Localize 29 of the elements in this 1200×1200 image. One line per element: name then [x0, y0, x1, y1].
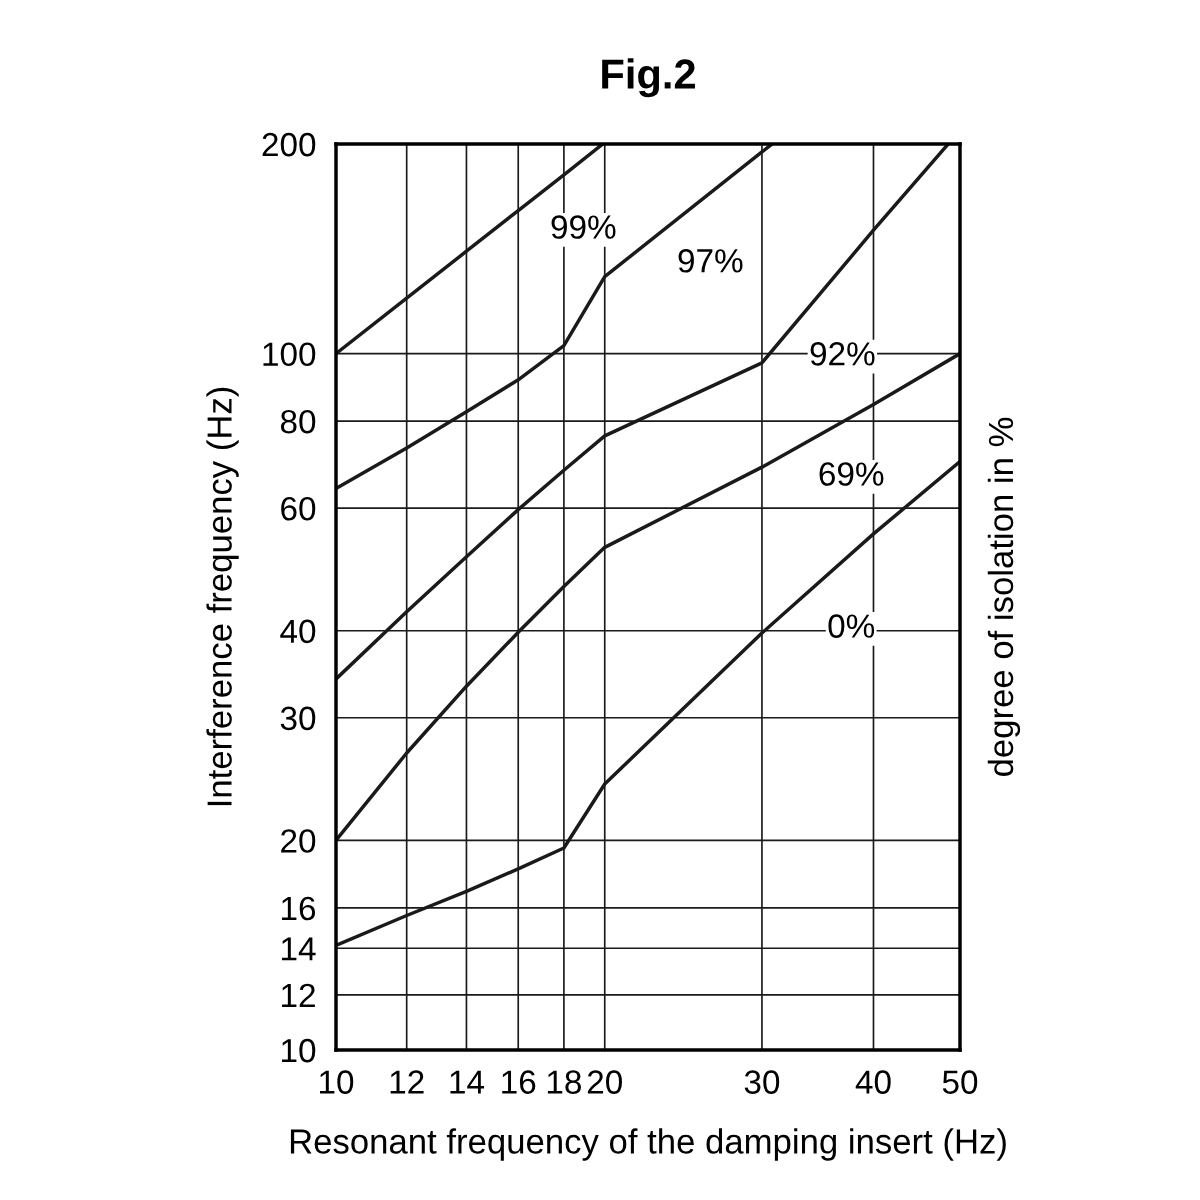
- y-tick-label: 80: [280, 409, 316, 434]
- annotation: 0%: [828, 614, 875, 638]
- x-tick-label: 20: [587, 1070, 622, 1094]
- x-tick-label: 40: [855, 1070, 891, 1094]
- y-tick-label: 16: [282, 896, 316, 921]
- chart-title: Fig.2: [602, 58, 695, 98]
- x-tick-label: 50: [942, 1070, 978, 1094]
- annotation: 69%: [819, 462, 884, 486]
- annotation: 92%: [810, 342, 875, 366]
- y-tick-label: 20: [281, 829, 316, 853]
- x-tick-label: 16: [502, 1070, 536, 1094]
- annotation: 99%: [551, 215, 616, 239]
- x-tick-label: 14: [450, 1070, 485, 1094]
- x-tick-label: 18: [547, 1070, 581, 1094]
- y-tick-label: 14: [282, 937, 316, 961]
- y-tick-label: 200: [262, 132, 316, 157]
- y-tick-label: 10: [282, 1038, 316, 1063]
- y-tick-label: 60: [281, 496, 316, 521]
- y-tick-label: 40: [280, 619, 316, 644]
- y-tick-label: 12: [282, 983, 315, 1007]
- x-tick-label: 30: [744, 1070, 780, 1094]
- y-axis-title: Interference frequency (Hz): [206, 387, 239, 806]
- y-tick-label: 100: [263, 342, 316, 367]
- x-axis-title: Resonant frequency of the damping insert (Hz): [290, 1128, 1006, 1161]
- x-tick-label: 10: [320, 1070, 354, 1094]
- annotation: 97%: [678, 249, 743, 273]
- x-tick-label: 12: [390, 1070, 424, 1094]
- y2-axis-title: degree of isolation in %: [987, 417, 1021, 777]
- y-tick-label: 30: [280, 706, 316, 731]
